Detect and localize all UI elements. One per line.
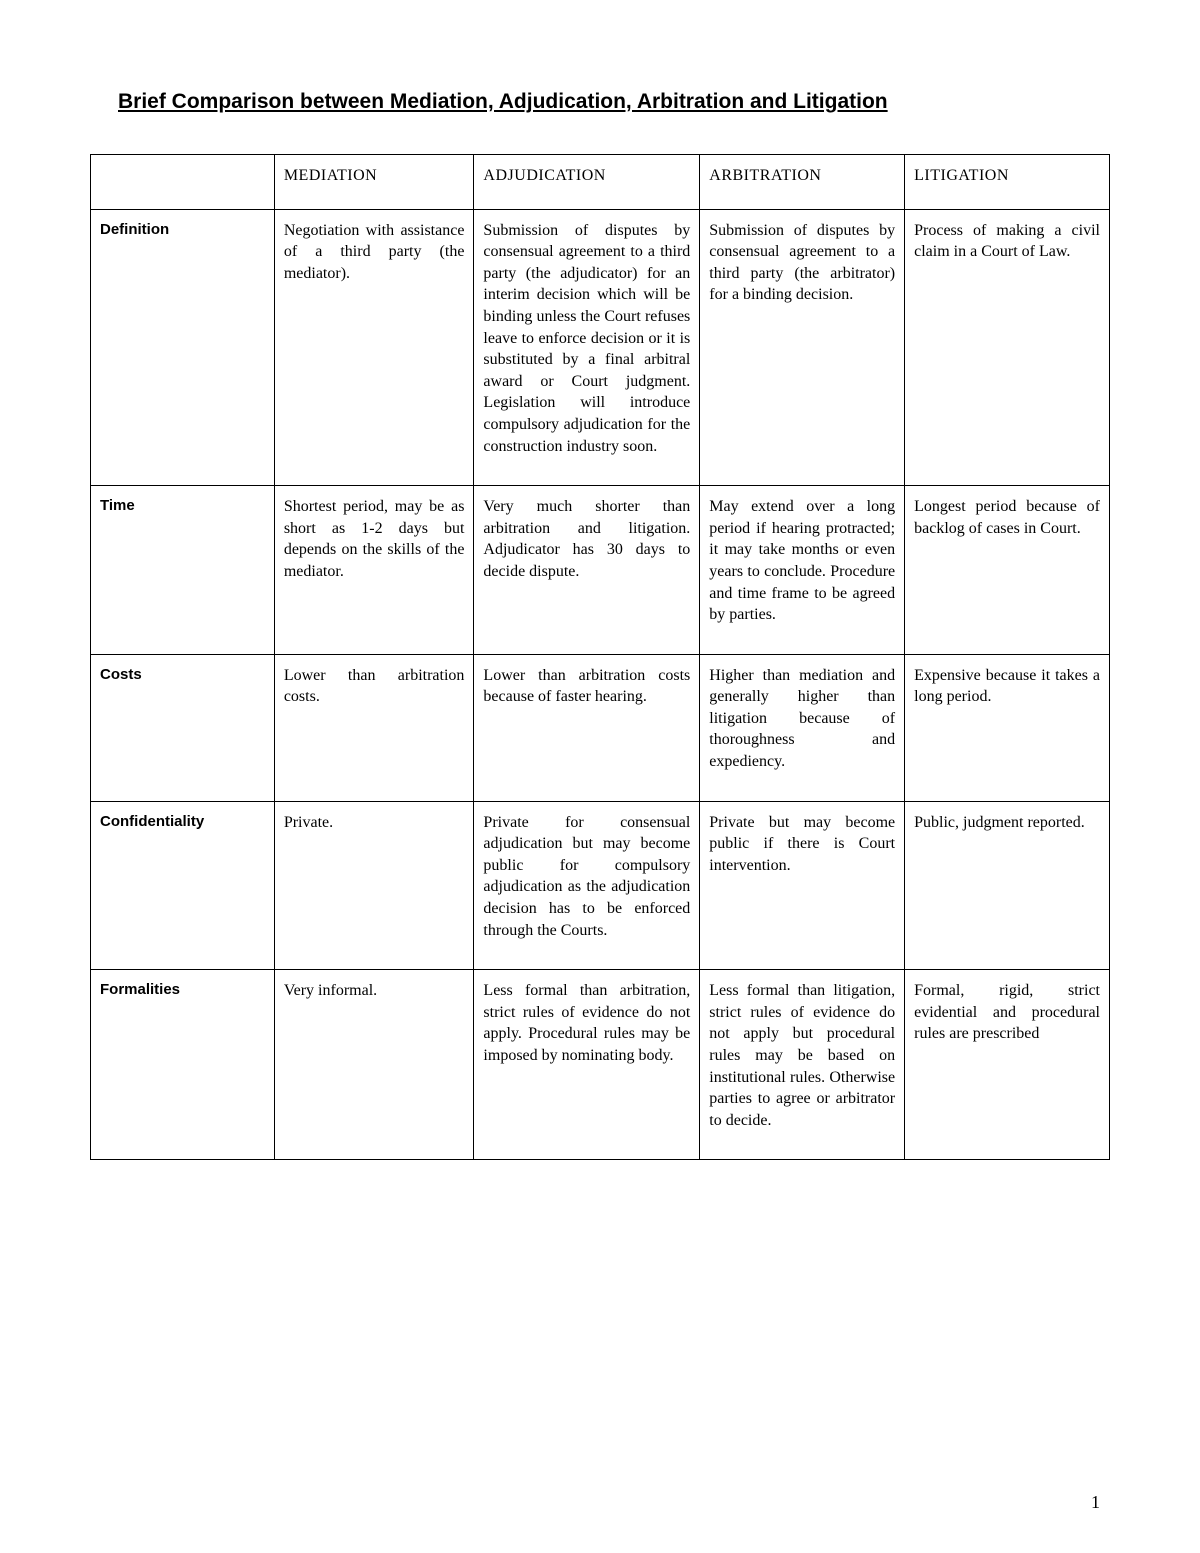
page-number: 1 [1091,1492,1100,1513]
cell-time-adjudication: Very much shorter than arbitration and l… [474,486,700,655]
cell-costs-mediation: Lower than arbitration costs. [274,654,474,801]
table-row: Time Shortest period, may be as short as… [91,486,1110,655]
row-label-confidentiality: Confidentiality [91,801,275,970]
document-page: Brief Comparison between Mediation, Adju… [0,0,1200,1553]
cell-formalities-arbitration: Less formal than litigation, strict rule… [700,970,905,1160]
table-row: Formalities Very informal. Less formal t… [91,970,1110,1160]
row-label-definition: Definition [91,209,275,486]
cell-definition-arbitration: Submission of disputes by consensual agr… [700,209,905,486]
cell-costs-litigation: Expensive because it takes a long period… [905,654,1110,801]
header-litigation: LITIGATION [905,155,1110,210]
cell-time-litigation: Longest period because of backlog of cas… [905,486,1110,655]
row-label-formalities: Formalities [91,970,275,1160]
header-arbitration: ARBITRATION [700,155,905,210]
table-row: Costs Lower than arbitration costs. Lowe… [91,654,1110,801]
header-adjudication: ADJUDICATION [474,155,700,210]
page-title: Brief Comparison between Mediation, Adju… [118,90,1110,114]
cell-confidentiality-litigation: Public, judgment reported. [905,801,1110,970]
table-row: Confidentiality Private. Private for con… [91,801,1110,970]
row-label-time: Time [91,486,275,655]
cell-confidentiality-adjudication: Private for consensual adjudication but … [474,801,700,970]
row-label-costs: Costs [91,654,275,801]
comparison-table: MEDIATION ADJUDICATION ARBITRATION LITIG… [90,154,1110,1160]
cell-formalities-litigation: Formal, rigid, strict evidential and pro… [905,970,1110,1160]
cell-definition-mediation: Negotiation with assistance of a third p… [274,209,474,486]
cell-definition-adjudication: Submission of disputes by consensual agr… [474,209,700,486]
header-blank [91,155,275,210]
cell-confidentiality-arbitration: Private but may become public if there i… [700,801,905,970]
header-mediation: MEDIATION [274,155,474,210]
cell-definition-litigation: Process of making a civil claim in a Cou… [905,209,1110,486]
cell-confidentiality-mediation: Private. [274,801,474,970]
cell-formalities-mediation: Very informal. [274,970,474,1160]
cell-formalities-adjudication: Less formal than arbitration, strict rul… [474,970,700,1160]
table-header-row: MEDIATION ADJUDICATION ARBITRATION LITIG… [91,155,1110,210]
cell-costs-adjudication: Lower than arbitration costs because of … [474,654,700,801]
cell-time-mediation: Shortest period, may be as short as 1-2 … [274,486,474,655]
table-row: Definition Negotiation with assistance o… [91,209,1110,486]
cell-costs-arbitration: Higher than mediation and generally high… [700,654,905,801]
cell-time-arbitration: May extend over a long period if hearing… [700,486,905,655]
